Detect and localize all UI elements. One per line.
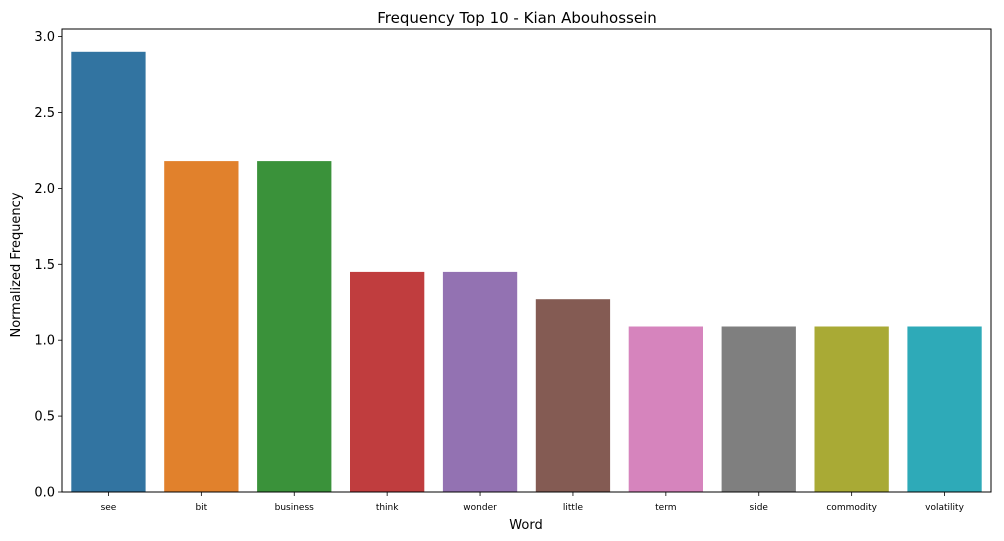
y-axis: 0.0 0.5 1.0 1.5 2.0 2.5 3.0 bbox=[34, 30, 62, 501]
y-tick-label: 2.5 bbox=[34, 106, 55, 121]
bar-term bbox=[628, 326, 703, 492]
y-tick-label: 1.5 bbox=[34, 258, 55, 273]
plot-frame bbox=[61, 28, 992, 493]
x-tick-label: commodity bbox=[826, 503, 877, 513]
x-tick-label: wonder bbox=[463, 503, 497, 513]
x-tick-label: business bbox=[275, 503, 315, 513]
bar-commodity bbox=[814, 326, 889, 492]
x-axis: see bit business think wonder little term side c… bbox=[101, 492, 965, 513]
x-tick-label: think bbox=[376, 503, 399, 513]
bar-volatility bbox=[907, 326, 982, 492]
y-tick-label: 2.0 bbox=[34, 182, 55, 197]
bar-bit bbox=[164, 161, 239, 492]
bars-group bbox=[71, 51, 982, 493]
y-tick-label: 0.5 bbox=[34, 410, 55, 425]
bar-wonder bbox=[442, 271, 518, 492]
y-tick-label: 3.0 bbox=[34, 30, 55, 45]
chart-title: Frequency Top 10 - Kian Abouhossein bbox=[377, 9, 657, 27]
bar-see bbox=[71, 51, 146, 493]
x-tick-label: term bbox=[655, 503, 676, 513]
y-tick-label: 0.0 bbox=[34, 486, 55, 501]
x-tick-label: bit bbox=[195, 503, 207, 513]
bar-think bbox=[350, 271, 425, 492]
x-tick-label: side bbox=[750, 503, 769, 513]
bar-little bbox=[535, 299, 611, 492]
bar-side bbox=[721, 326, 796, 492]
y-tick-label: 1.0 bbox=[34, 334, 55, 349]
x-axis-label: Word bbox=[509, 518, 542, 533]
x-tick-label: volatility bbox=[925, 503, 964, 513]
x-tick-label: little bbox=[563, 503, 584, 513]
y-axis-label: Normalized Frequency bbox=[9, 192, 24, 337]
x-tick-label: see bbox=[101, 503, 117, 513]
bar-business bbox=[257, 161, 332, 492]
